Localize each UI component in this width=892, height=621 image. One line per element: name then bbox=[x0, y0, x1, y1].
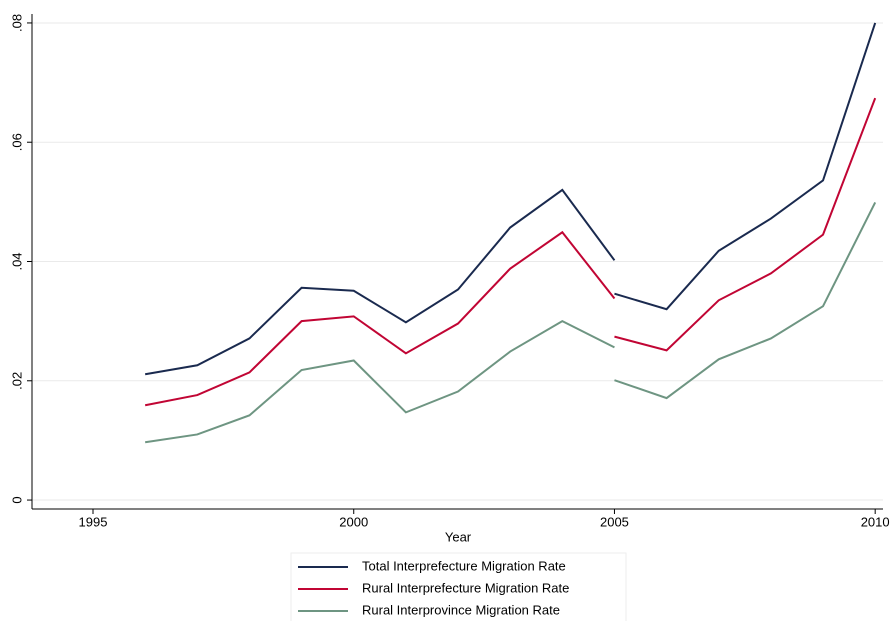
legend-label: Rural Interprefecture Migration Rate bbox=[362, 580, 569, 595]
x-tick-label: 2010 bbox=[861, 514, 890, 529]
x-tick-label: 1995 bbox=[79, 514, 108, 529]
y-tick-label: .08 bbox=[9, 14, 24, 32]
y-tick-label: .02 bbox=[9, 372, 24, 390]
legend-label: Total Interprefecture Migration Rate bbox=[362, 558, 566, 573]
series-line bbox=[145, 202, 877, 444]
x-tick-label: 2005 bbox=[600, 514, 629, 529]
series-line bbox=[144, 97, 877, 407]
legend-label: Rural Interprovince Migration Rate bbox=[362, 602, 560, 617]
x-axis-label: Year bbox=[445, 529, 472, 544]
y-tick-label: 0 bbox=[9, 496, 24, 503]
y-tick-label: .06 bbox=[9, 133, 24, 151]
series-line bbox=[144, 22, 877, 376]
x-tick-label: 2000 bbox=[339, 514, 368, 529]
y-tick-label: .04 bbox=[9, 252, 24, 270]
legend-box bbox=[290, 552, 627, 621]
